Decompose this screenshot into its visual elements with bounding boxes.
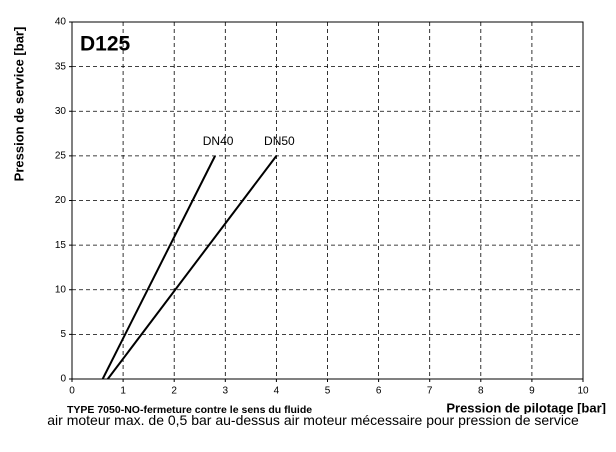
y-tick-label: 25: [55, 151, 67, 162]
y-tick-label: 10: [55, 284, 67, 295]
note: air moteur max. de 0,5 bar au-dessus air…: [47, 412, 579, 428]
data-line: [106, 155, 278, 380]
x-tick-label: 4: [274, 386, 280, 397]
y-axis-label: Pression de service [bar]: [11, 27, 26, 182]
x-tick-label: 1: [120, 386, 126, 397]
x-tick-label: 7: [427, 386, 433, 397]
series-label: DN40: [203, 134, 234, 148]
x-tick-label: 6: [376, 386, 382, 397]
x-tick-label: 5: [325, 386, 331, 397]
x-tick-label: 8: [478, 386, 484, 397]
y-tick-label: 35: [55, 61, 67, 72]
series-label: DN50: [264, 134, 295, 148]
y-tick-label: 40: [55, 17, 67, 28]
chart: D125 Pression de service [bar] Pression …: [11, 17, 606, 416]
x-tick-label: 10: [577, 386, 589, 397]
y-tick-label: 15: [55, 240, 67, 251]
x-tick-label: 0: [69, 386, 75, 397]
y-tick-label: 20: [55, 195, 67, 206]
y-tick-label: 30: [55, 106, 67, 117]
x-tick-label: 2: [171, 386, 177, 397]
x-axis-label: Pression de pilotage [bar]: [446, 400, 606, 414]
data-line: [101, 155, 216, 380]
plot-frame: [71, 21, 584, 380]
chart-title: D125: [80, 33, 131, 56]
x-tick-label: 9: [529, 386, 535, 397]
y-tick-label: 0: [60, 374, 66, 385]
subtitle: TYPE 7050-NO-fermeture contre le sens du…: [67, 404, 312, 414]
y-tick-label: 5: [60, 329, 66, 340]
x-tick-label: 3: [223, 386, 229, 397]
